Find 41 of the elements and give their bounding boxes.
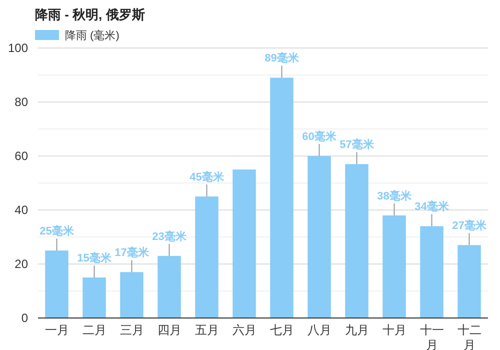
y-tick-label: 100 bbox=[8, 41, 28, 55]
x-tick-label: 四月 bbox=[157, 323, 182, 337]
bar bbox=[345, 164, 368, 318]
bar bbox=[308, 156, 331, 318]
y-tick-label: 20 bbox=[14, 257, 28, 271]
x-tick-label: 七月 bbox=[270, 323, 294, 337]
data-label: 45毫米 bbox=[190, 170, 225, 184]
data-label: 57毫米 bbox=[340, 138, 375, 152]
data-label: 89毫米 bbox=[264, 52, 300, 65]
data-label: 38毫米 bbox=[377, 189, 412, 202]
bar bbox=[195, 196, 218, 318]
data-label: 17毫米 bbox=[114, 246, 150, 260]
x-tick-label: 三月 bbox=[120, 323, 144, 337]
x-tick-label: 二月 bbox=[82, 323, 106, 337]
bar bbox=[82, 278, 106, 318]
x-tick-label: 九月 bbox=[344, 323, 369, 337]
x-tick-label: 五月 bbox=[194, 323, 219, 337]
data-label: 25毫米 bbox=[40, 224, 75, 238]
y-tick-label: 0 bbox=[21, 311, 28, 325]
bar bbox=[458, 245, 481, 318]
bar bbox=[158, 256, 181, 318]
chart-title: 降雨 - 秋明, 俄罗斯 bbox=[35, 7, 145, 22]
bar bbox=[382, 215, 406, 318]
legend-label: 降雨 (毫米) bbox=[65, 29, 120, 42]
x-tick-label: 十月 bbox=[382, 323, 406, 337]
y-tick-label: 40 bbox=[14, 203, 28, 217]
data-label: 15毫米 bbox=[77, 252, 112, 264]
x-tick-label: 六月 bbox=[232, 323, 256, 337]
data-label: 23毫米 bbox=[152, 230, 188, 243]
data-label: 27毫米 bbox=[452, 219, 488, 232]
data-label: 34毫米 bbox=[414, 200, 450, 214]
bar bbox=[45, 250, 68, 318]
x-tick-label: 一月 bbox=[44, 323, 69, 337]
bar bbox=[270, 78, 294, 318]
y-tick-label: 60 bbox=[14, 149, 28, 163]
bar bbox=[120, 272, 144, 318]
data-label: 60毫米 bbox=[302, 130, 338, 143]
bar bbox=[232, 170, 256, 318]
x-tick-label: 八月 bbox=[307, 323, 332, 337]
y-tick-label: 80 bbox=[14, 95, 28, 109]
bar bbox=[420, 226, 444, 318]
